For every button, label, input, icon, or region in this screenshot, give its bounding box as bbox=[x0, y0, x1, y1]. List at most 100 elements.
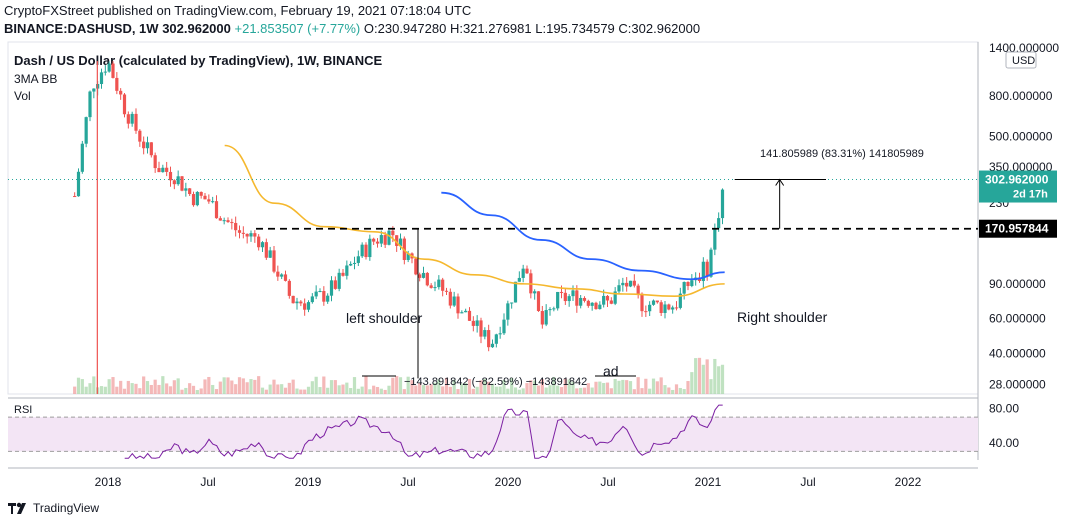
volume-bar bbox=[111, 377, 115, 394]
candle-body bbox=[548, 309, 552, 311]
volume-bar bbox=[352, 377, 357, 394]
volume-bar bbox=[103, 386, 107, 394]
volume-bar bbox=[142, 376, 146, 394]
candle-body bbox=[398, 238, 403, 246]
candle-body bbox=[487, 330, 491, 348]
volume-bar bbox=[76, 377, 81, 394]
volume-bar bbox=[540, 379, 544, 394]
candle-body bbox=[322, 290, 326, 302]
volume-bar bbox=[272, 379, 276, 394]
volume-bar bbox=[536, 385, 541, 394]
candle-body bbox=[364, 244, 368, 258]
candle-body bbox=[437, 279, 441, 288]
candle-body bbox=[575, 290, 579, 306]
volume-bar bbox=[663, 385, 667, 394]
legend-3ma-bb[interactable]: 3MA BB bbox=[14, 72, 58, 86]
volume-bar bbox=[180, 389, 184, 394]
y-tick-label: 60.000000 bbox=[989, 312, 1046, 326]
legend-vol[interactable]: Vol bbox=[14, 89, 31, 103]
currency-label: USD bbox=[1012, 55, 1035, 67]
candle-body bbox=[379, 235, 383, 244]
volume-bar bbox=[92, 376, 96, 394]
volume-bar bbox=[479, 380, 483, 394]
candle-body bbox=[441, 279, 445, 291]
volume-bar bbox=[299, 389, 303, 394]
candle-body bbox=[628, 280, 633, 287]
volume-bar bbox=[211, 384, 215, 394]
volume-bar bbox=[460, 383, 464, 394]
volume-bar bbox=[590, 387, 594, 394]
candle-body bbox=[326, 295, 330, 302]
volume-bar bbox=[448, 386, 452, 394]
volume-bar bbox=[99, 386, 104, 394]
candle-body bbox=[352, 262, 357, 264]
volume-bar bbox=[513, 387, 518, 394]
volume-bar bbox=[379, 388, 383, 394]
candle-body bbox=[425, 272, 429, 286]
volume-bar bbox=[391, 377, 395, 394]
candle-body bbox=[283, 274, 288, 281]
candle-body bbox=[73, 196, 77, 198]
volume-bar bbox=[636, 377, 640, 394]
candle-body bbox=[356, 256, 360, 263]
volume-bar bbox=[475, 386, 479, 394]
candle-body bbox=[579, 297, 583, 306]
open: O:230.947280 bbox=[363, 21, 447, 36]
candle-body bbox=[582, 297, 587, 301]
candle-body bbox=[119, 90, 123, 95]
candle-body bbox=[433, 287, 437, 289]
candle-body bbox=[153, 155, 157, 169]
volume-bar bbox=[245, 382, 249, 394]
x-tick-label: Jul bbox=[200, 475, 215, 489]
price-label-text: 170.957844 bbox=[985, 222, 1049, 236]
volume-bar bbox=[582, 387, 587, 394]
candle-body bbox=[134, 113, 138, 131]
volume-bar bbox=[107, 379, 111, 394]
volume-bar bbox=[444, 377, 449, 394]
volume-bar bbox=[674, 384, 679, 394]
candle-body bbox=[280, 274, 284, 277]
volume-bar bbox=[253, 379, 257, 394]
candle-body bbox=[80, 143, 84, 172]
volume-bar bbox=[464, 383, 468, 394]
candle-body bbox=[648, 304, 652, 312]
volume-bar bbox=[552, 377, 556, 394]
candle-body bbox=[368, 238, 372, 258]
volume-bar bbox=[268, 384, 272, 394]
candle-body bbox=[234, 222, 238, 231]
candle-body bbox=[314, 291, 318, 297]
volume-bar bbox=[341, 384, 345, 394]
candle-body bbox=[383, 235, 387, 245]
measure-up-label: 141.805989 (83.31%) 141805989 bbox=[760, 148, 924, 160]
volume-bar bbox=[260, 387, 265, 394]
volume-bar bbox=[333, 380, 337, 394]
volume-bar bbox=[621, 379, 625, 394]
candle-body bbox=[613, 291, 617, 304]
candle-body bbox=[406, 253, 410, 260]
volume-bar bbox=[295, 388, 299, 394]
candle-body bbox=[168, 171, 173, 181]
rsi-label[interactable]: RSI bbox=[14, 404, 33, 416]
candle-body bbox=[291, 295, 295, 304]
volume-bar bbox=[437, 379, 441, 394]
price-label-box bbox=[979, 170, 1057, 203]
candle-body bbox=[103, 71, 107, 73]
tradingview-logo[interactable]: TradingView bbox=[8, 501, 99, 515]
x-tick-label: Jul bbox=[400, 475, 415, 489]
volume-bar bbox=[498, 386, 502, 394]
volume-bar bbox=[138, 388, 142, 394]
candle-body bbox=[214, 201, 219, 219]
volume-bar bbox=[230, 380, 234, 394]
volume-bar bbox=[456, 389, 460, 394]
volume-bar bbox=[613, 378, 617, 394]
candle-body bbox=[180, 176, 184, 191]
candle-body bbox=[138, 130, 142, 142]
volume-bar bbox=[640, 388, 644, 394]
candle-body bbox=[655, 300, 659, 303]
candle-body bbox=[540, 311, 544, 325]
candle-body bbox=[111, 63, 115, 78]
volume-bar bbox=[529, 380, 533, 394]
volume-bar bbox=[625, 380, 629, 394]
candle-body bbox=[318, 290, 322, 292]
